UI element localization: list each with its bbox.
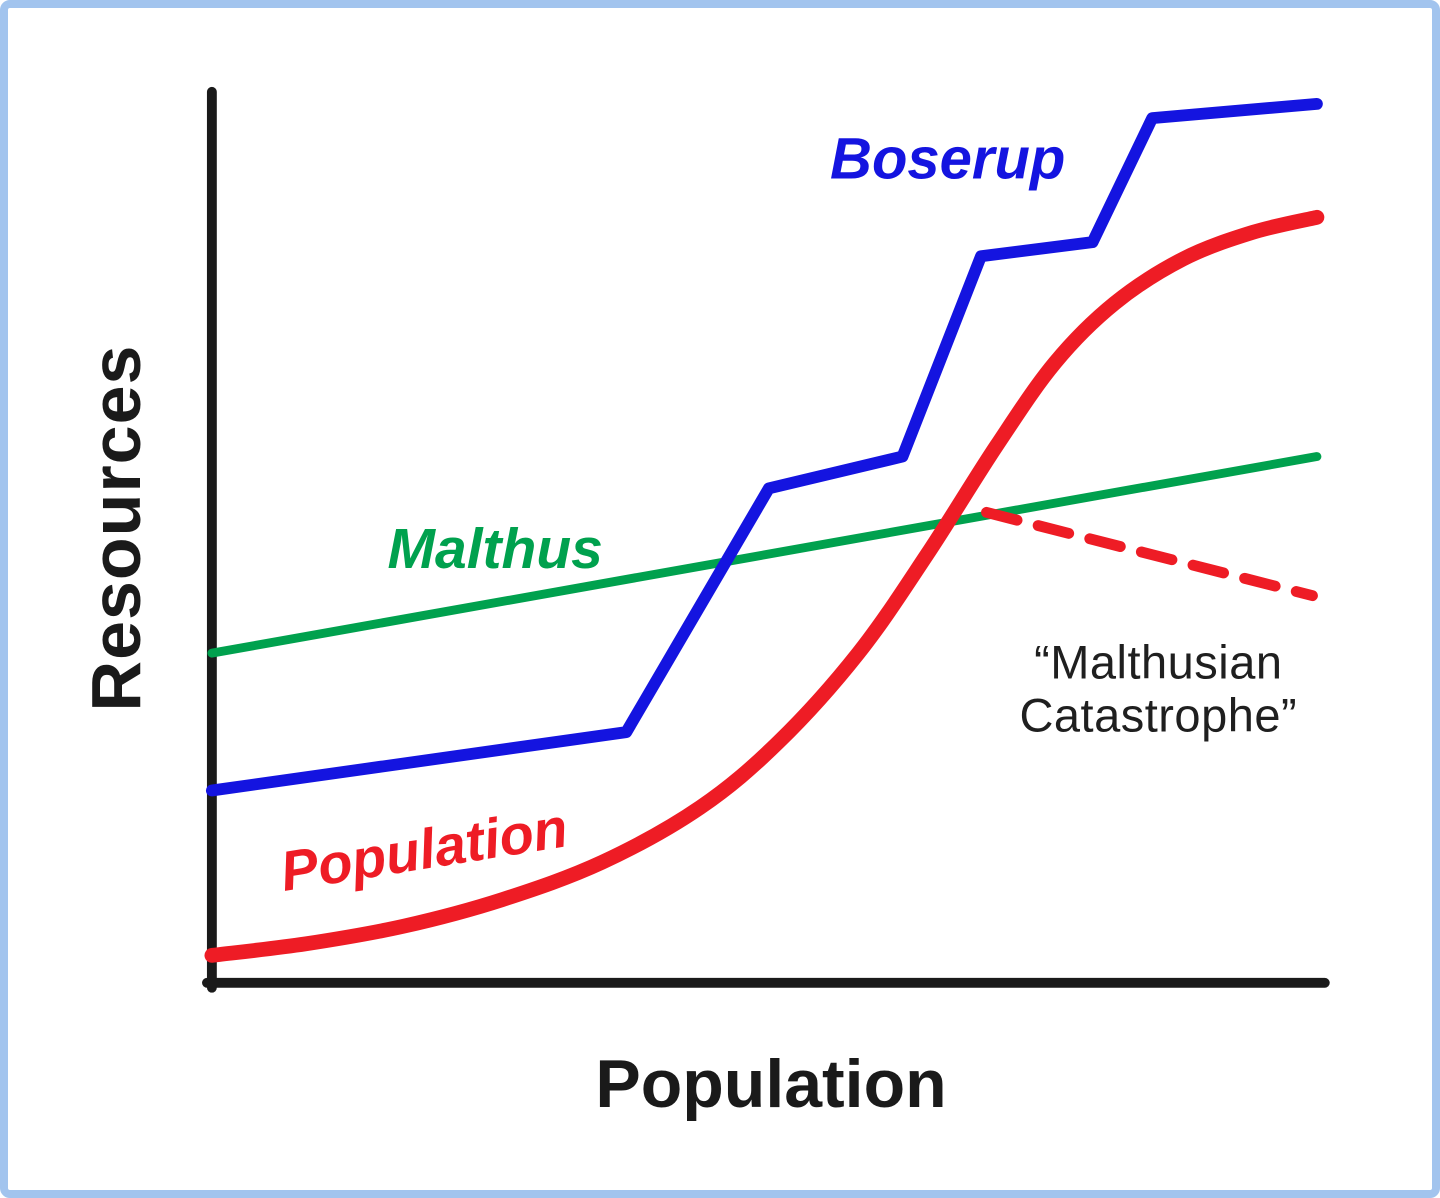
annotation-malthusian-catastrophe: “Malthusian Catastrophe” bbox=[1019, 635, 1298, 741]
x-axis-label: Population bbox=[595, 1046, 947, 1122]
series-line-malthusian-catastrophe-decline bbox=[981, 506, 1318, 602]
series-label-malthus: Malthus bbox=[387, 516, 603, 581]
series-line-malthus bbox=[207, 452, 1322, 658]
series-label-boserup: Boserup bbox=[830, 126, 1066, 192]
series-line-boserup bbox=[205, 97, 1323, 797]
chart-canvas bbox=[202, 86, 1330, 993]
series-line-population bbox=[204, 209, 1325, 963]
y-axis-label: Resources bbox=[77, 344, 155, 712]
